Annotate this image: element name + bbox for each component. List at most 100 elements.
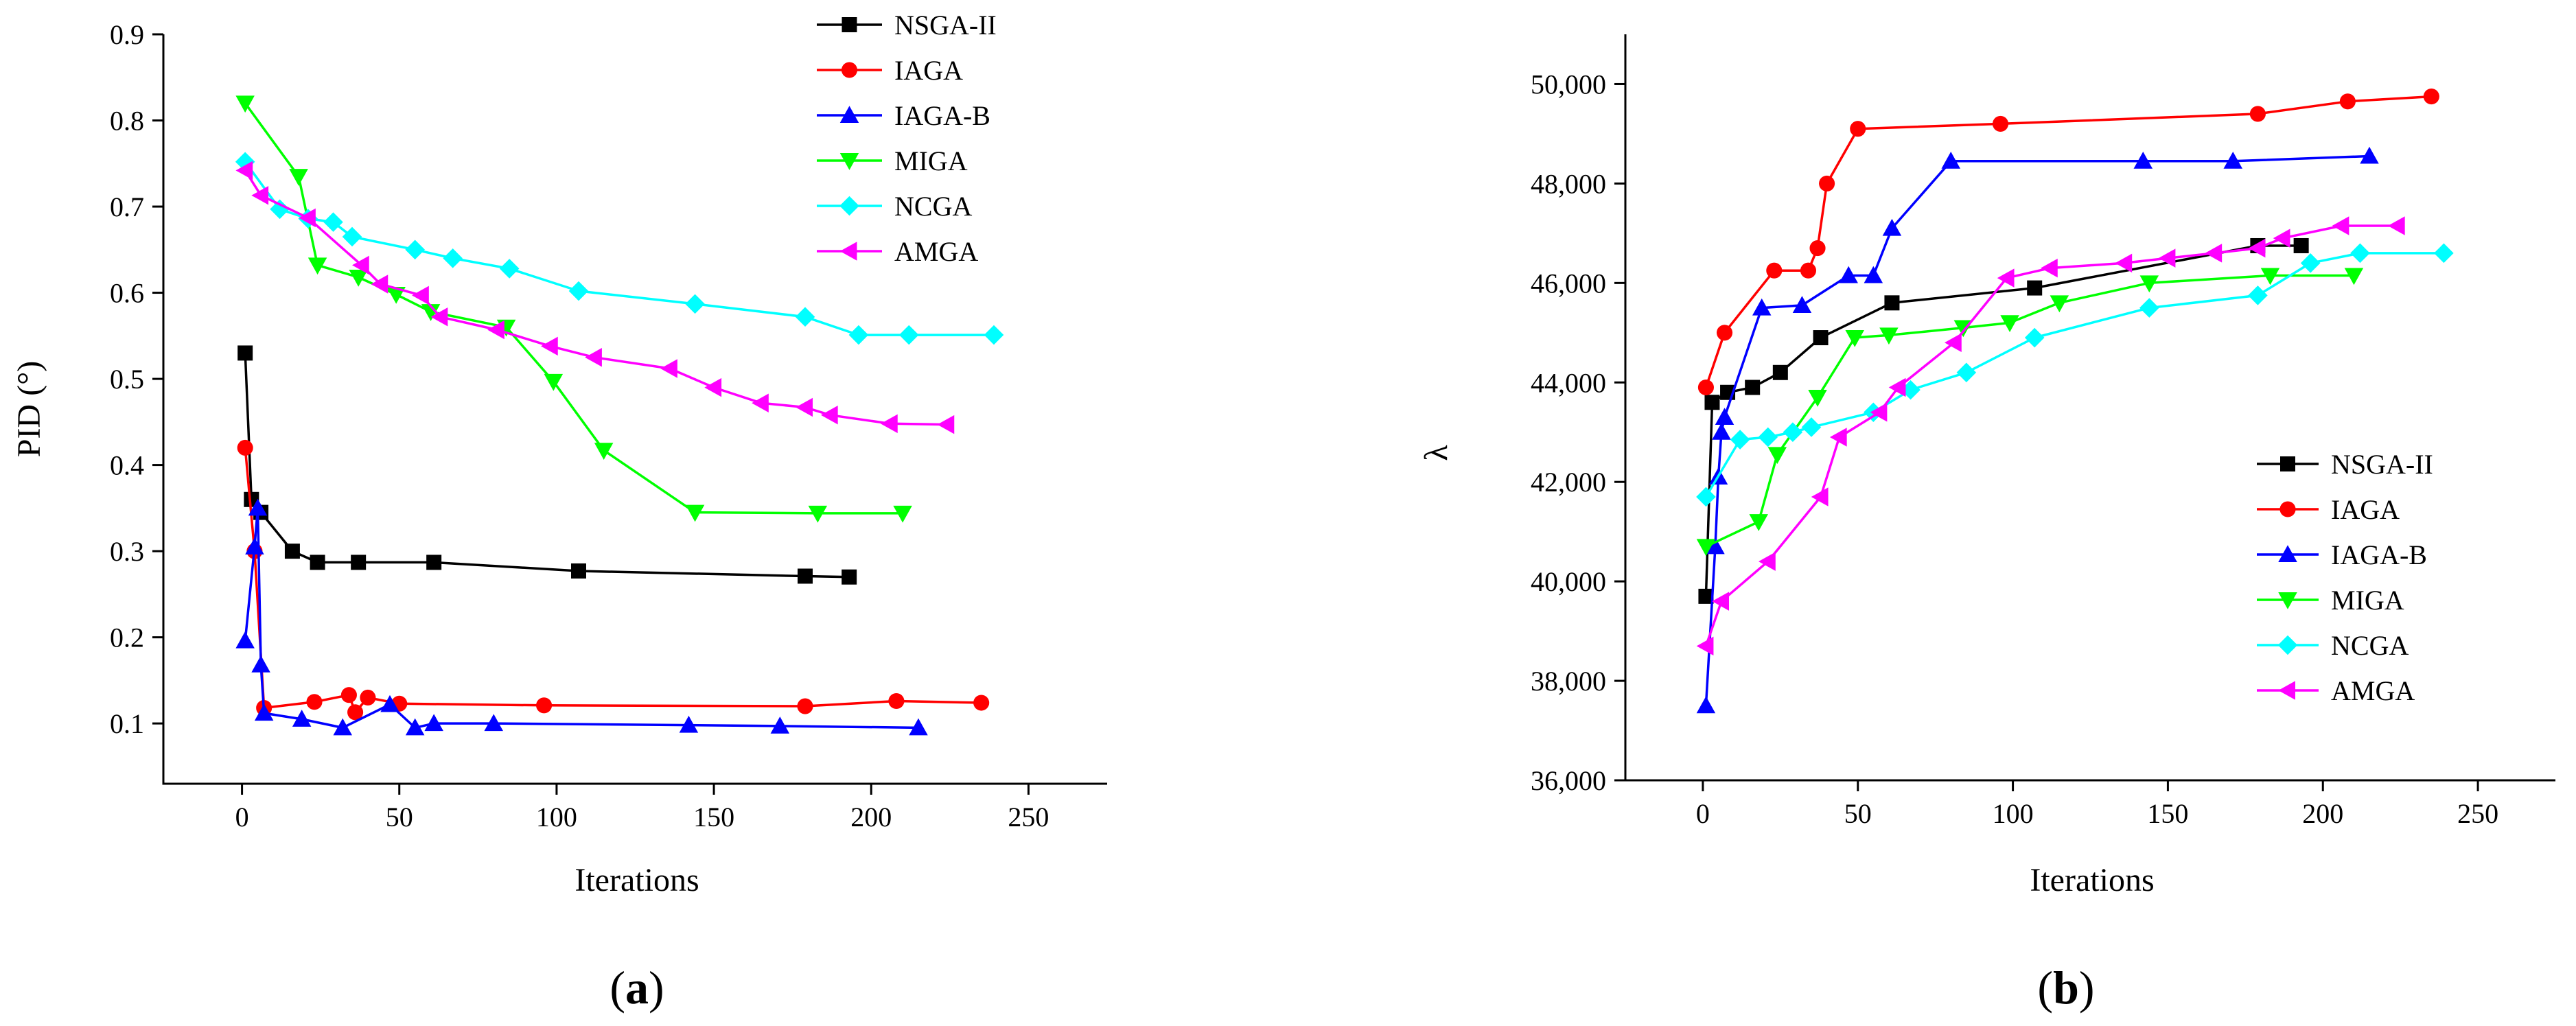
data-point-iaga-b bbox=[1712, 422, 1731, 440]
data-point-ncga bbox=[984, 325, 1004, 345]
chart-b-legend: NSGA-II IAGA IAGA-B MIGA NCGA AMGA bbox=[2257, 449, 2433, 706]
legend-marker-iaga-b bbox=[839, 106, 859, 123]
data-point-miga bbox=[594, 443, 614, 460]
data-point-ncga bbox=[323, 212, 343, 232]
x-tick-label: 100 bbox=[536, 802, 577, 832]
data-point-ncga bbox=[342, 226, 362, 247]
legend-marker-miga bbox=[2278, 592, 2297, 609]
legend-item-amga: AMGA bbox=[817, 236, 978, 267]
data-point-ncga bbox=[898, 325, 919, 345]
data-point-iaga-b bbox=[254, 703, 274, 721]
data-point-miga bbox=[808, 505, 828, 523]
chart-b-series bbox=[1696, 89, 2454, 714]
data-point-miga bbox=[1879, 327, 1899, 345]
data-point-amga bbox=[352, 255, 369, 275]
legend-item-ncga: NCGA bbox=[817, 191, 972, 222]
data-point-miga bbox=[349, 269, 368, 287]
data-point-nsga-ii bbox=[2027, 280, 2043, 296]
chart-a: 0 50 100 150 200 250 0.1 0.2 0.3 0.4 0.5 0.6 0.7 0.8 0… bbox=[11, 10, 1107, 1014]
data-point-amga bbox=[371, 275, 388, 294]
data-point-iaga-b bbox=[2360, 146, 2379, 164]
legend-label-ncga: NCGA bbox=[2331, 630, 2409, 661]
legend-marker-iaga bbox=[2279, 501, 2296, 517]
data-point-iaga bbox=[1766, 262, 1783, 279]
data-point-amga bbox=[541, 336, 558, 356]
data-point-amga bbox=[2248, 238, 2266, 258]
chart-a-panel-label: (a) bbox=[610, 961, 664, 1014]
chart-a-axes-frame bbox=[162, 34, 1107, 785]
series-line-iaga-b bbox=[244, 506, 919, 730]
data-point-amga bbox=[1759, 552, 1776, 571]
data-point-iaga bbox=[973, 695, 990, 711]
data-point-amga bbox=[1997, 268, 2015, 288]
data-point-amga bbox=[752, 393, 769, 412]
x-tick-label: 200 bbox=[850, 802, 892, 832]
data-point-iaga-b bbox=[1941, 152, 1960, 169]
data-point-miga bbox=[685, 504, 705, 522]
legend-item-iaga-b: IAGA-B bbox=[817, 100, 990, 131]
y-tick-label: 0.8 bbox=[110, 106, 144, 137]
data-point-iaga-b bbox=[405, 718, 425, 736]
data-point-iaga-b bbox=[1706, 537, 1725, 555]
y-tick-label: 48,000 bbox=[1531, 168, 1606, 199]
x-tick-label: 150 bbox=[693, 802, 734, 832]
series-iaga-b bbox=[1696, 146, 2379, 714]
data-point-ncga bbox=[443, 248, 463, 268]
data-point-nsga-ii bbox=[2293, 237, 2309, 253]
chart-b-panel-letter: b bbox=[2053, 961, 2079, 1014]
data-point-amga bbox=[412, 285, 429, 305]
data-point-amga bbox=[2041, 258, 2058, 278]
legend-item-ncga: NCGA bbox=[2257, 630, 2409, 661]
data-point-ncga bbox=[1901, 380, 1921, 400]
data-point-amga bbox=[487, 320, 504, 340]
data-point-ncga bbox=[1801, 417, 1822, 437]
data-point-ncga bbox=[2434, 243, 2454, 264]
data-point-miga bbox=[2050, 295, 2069, 313]
legend-label-ncga: NCGA bbox=[894, 191, 972, 222]
data-point-miga bbox=[2344, 268, 2364, 285]
data-point-amga bbox=[937, 415, 955, 434]
data-point-amga bbox=[430, 307, 448, 327]
chart-a-xlabel: Iterations bbox=[575, 862, 699, 898]
data-point-amga bbox=[1696, 636, 1714, 656]
x-tick-label: 250 bbox=[1008, 802, 1049, 832]
data-point-iaga-b bbox=[235, 631, 255, 649]
legend-item-iaga: IAGA bbox=[817, 55, 963, 86]
data-point-amga bbox=[585, 347, 602, 367]
data-point-ncga bbox=[2024, 327, 2045, 348]
y-tick-label: 44,000 bbox=[1531, 367, 1606, 398]
data-point-ncga bbox=[499, 259, 520, 279]
legend-item-miga: MIGA bbox=[2257, 585, 2404, 616]
data-point-iaga bbox=[1716, 325, 1733, 341]
data-point-ncga bbox=[1758, 427, 1778, 447]
data-point-iaga bbox=[347, 704, 364, 721]
data-point-amga bbox=[881, 414, 898, 434]
data-point-iaga-b bbox=[1839, 266, 1858, 283]
data-point-iaga bbox=[340, 687, 357, 703]
data-point-ncga bbox=[1730, 430, 1750, 450]
data-point-amga bbox=[1829, 428, 1847, 447]
data-point-miga bbox=[893, 505, 912, 523]
data-point-iaga bbox=[1800, 262, 1817, 279]
x-tick-label: 100 bbox=[1993, 798, 2034, 829]
y-tick-label: 0.2 bbox=[110, 622, 144, 653]
data-point-miga bbox=[235, 95, 255, 113]
data-point-miga bbox=[1749, 514, 1768, 531]
legend-item-nsga-ii: NSGA-II bbox=[2257, 449, 2433, 480]
data-point-iaga-b bbox=[380, 695, 399, 712]
data-point-amga bbox=[251, 185, 269, 205]
legend-marker-iaga bbox=[841, 62, 858, 78]
chart-a-ticks: 0 50 100 150 200 250 0.1 0.2 0.3 0.4 0.5 0.6 0.7 0.8 0… bbox=[110, 19, 1049, 832]
y-tick-label: 0.9 bbox=[110, 19, 144, 50]
data-point-amga bbox=[1712, 592, 1730, 611]
data-point-ncga bbox=[568, 281, 589, 301]
data-point-miga bbox=[2139, 275, 2159, 293]
legend-item-nsga-ii: NSGA-II bbox=[817, 10, 997, 40]
legend-marker-miga bbox=[839, 153, 859, 170]
x-tick-label: 0 bbox=[235, 802, 249, 832]
data-point-iaga bbox=[1809, 240, 1826, 257]
legend-marker-nsga-ii bbox=[842, 17, 857, 32]
series-miga bbox=[1696, 268, 2364, 557]
legend-label-miga: MIGA bbox=[2331, 585, 2404, 616]
